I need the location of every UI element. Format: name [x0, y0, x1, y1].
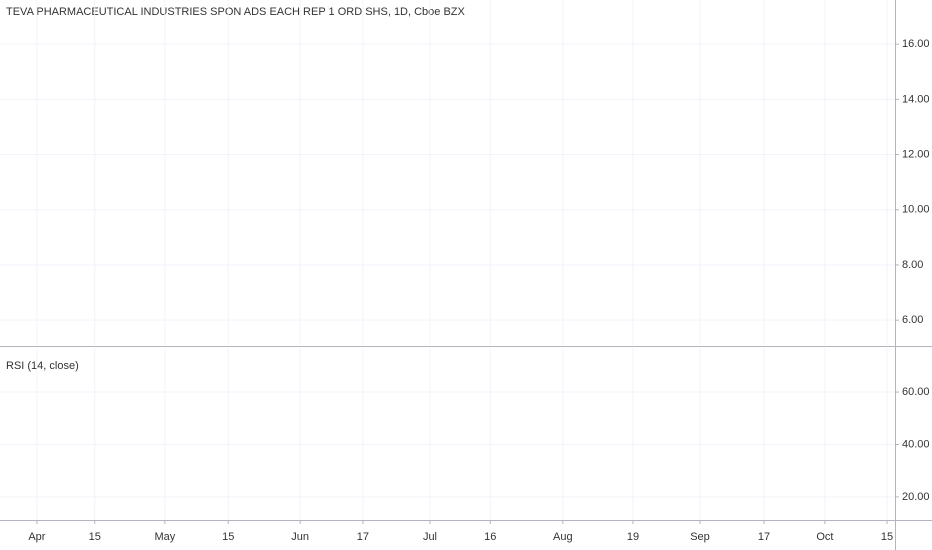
pane: [0, 348, 895, 520]
x-tick-label: 16: [484, 531, 496, 543]
x-tick-label: 17: [758, 531, 770, 543]
x-tick-label: Apr: [28, 531, 45, 543]
x-tick-label: Jun: [291, 531, 309, 543]
x-tick-label: 15: [89, 531, 101, 543]
x-tick-label: Jul: [423, 531, 437, 543]
x-tick-label: 17: [357, 531, 369, 543]
y-tick-label: 40.00: [902, 438, 930, 450]
y-tick-label: 6.00: [902, 314, 923, 326]
x-tick-label: 15: [222, 531, 234, 543]
x-tick-label: Oct: [816, 531, 833, 543]
y-tick-label: 16.00: [902, 38, 930, 50]
x-tick-label: May: [154, 531, 175, 543]
y-tick-label: 14.00: [902, 93, 930, 105]
x-tick-label: 15: [881, 531, 893, 543]
chart-title: TEVA PHARMACEUTICAL INDUSTRIES SPON ADS …: [6, 6, 466, 18]
x-tick-label: Sep: [690, 531, 710, 543]
x-tick-label: Aug: [553, 531, 573, 543]
y-tick-label: 20.00: [902, 491, 930, 503]
y-tick-label: 10.00: [902, 204, 930, 216]
y-tick-label: 60.00: [902, 386, 930, 398]
y-tick-label: 8.00: [902, 259, 923, 271]
y-tick-label: 12.00: [902, 148, 930, 160]
pane: [0, 0, 895, 345]
rsi-title: RSI (14, close): [6, 360, 79, 372]
x-tick-label: 19: [627, 531, 639, 543]
